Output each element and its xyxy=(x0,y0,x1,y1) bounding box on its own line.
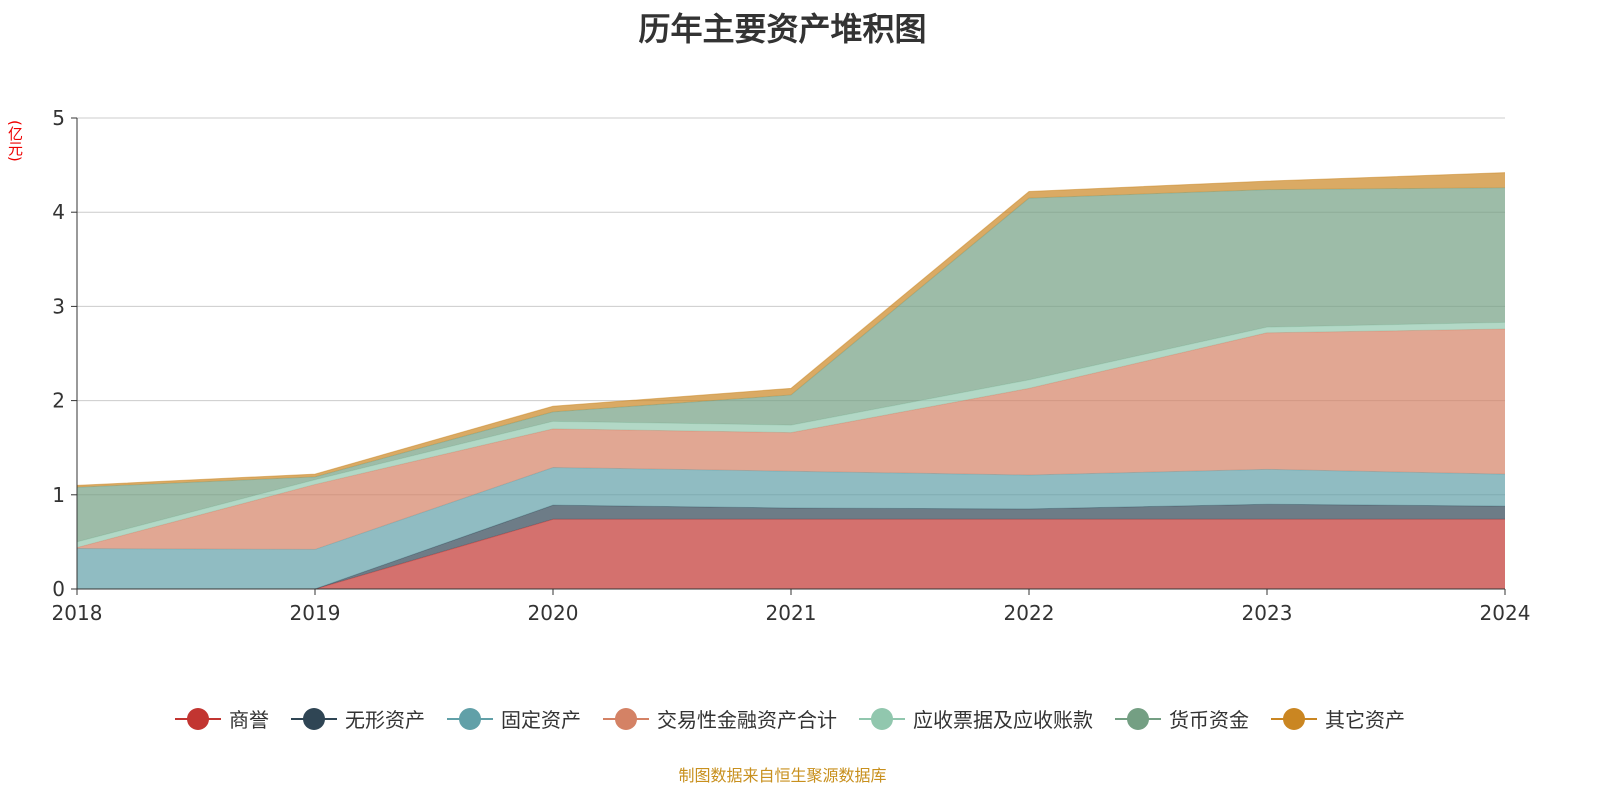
legend: 商誉 无形资产 固定资产 交易性金融资产合计 应收票据及应收账款 货币资金 其它资产 xyxy=(0,704,1580,733)
y-tick-label: 5 xyxy=(52,106,65,130)
y-tick-label: 3 xyxy=(52,294,65,318)
legend-label: 商誉 xyxy=(229,708,269,732)
legend-item[interactable]: 固定资产 xyxy=(447,704,581,733)
area-1 xyxy=(77,504,1505,589)
y-tick-label: 0 xyxy=(52,577,65,601)
y-tick-label: 1 xyxy=(52,483,65,507)
legend-label: 交易性金融资产合计 xyxy=(657,708,837,732)
x-tick-label: 2024 xyxy=(1480,601,1531,625)
legend-marker-icon xyxy=(291,707,337,730)
legend-item[interactable]: 交易性金融资产合计 xyxy=(603,704,837,733)
legend-marker-icon xyxy=(603,707,649,730)
source-footer: 制图数据来自恒生聚源数据库 xyxy=(678,766,887,785)
x-tick-label: 2023 xyxy=(1242,601,1293,625)
y-tick-label: 4 xyxy=(52,200,65,224)
chart-title: 历年主要资产堆积图 xyxy=(638,10,927,48)
area-5 xyxy=(77,187,1505,542)
area-line-6 xyxy=(76,172,1506,486)
x-tick-label: 2021 xyxy=(766,601,817,625)
legend-label: 无形资产 xyxy=(345,708,425,732)
x-tick-label: 2019 xyxy=(290,601,341,625)
x-tick-label: 2018 xyxy=(52,601,103,625)
legend-item[interactable]: 货币资金 xyxy=(1115,704,1249,733)
legend-marker-icon xyxy=(1271,707,1317,730)
legend-marker-icon xyxy=(1115,707,1161,730)
stacked-area-chart: 0 1 2 3 4 5 2018 2019 2020 2021 2022 2023 2024 xyxy=(52,106,1531,625)
legend-marker-icon xyxy=(447,707,493,730)
legend-marker-icon xyxy=(175,707,221,730)
legend-label: 固定资产 xyxy=(501,708,581,732)
legend-label: 其它资产 xyxy=(1325,708,1405,732)
y-axis-unit: (亿元) xyxy=(6,120,24,162)
legend-label: 货币资金 xyxy=(1169,708,1249,732)
legend-item[interactable]: 其它资产 xyxy=(1271,704,1405,733)
legend-item[interactable]: 无形资产 xyxy=(291,704,425,733)
legend-marker-icon xyxy=(859,707,905,730)
legend-label: 应收票据及应收账款 xyxy=(913,708,1093,732)
area-2 xyxy=(77,467,1505,589)
area-3 xyxy=(77,329,1505,550)
x-tick-label: 2022 xyxy=(1004,601,1055,625)
area-0 xyxy=(77,519,1505,589)
y-tick-label: 2 xyxy=(52,389,65,413)
legend-item[interactable]: 应收票据及应收账款 xyxy=(859,704,1093,733)
legend-item[interactable]: 商誉 xyxy=(175,704,269,733)
x-tick-label: 2020 xyxy=(528,601,579,625)
